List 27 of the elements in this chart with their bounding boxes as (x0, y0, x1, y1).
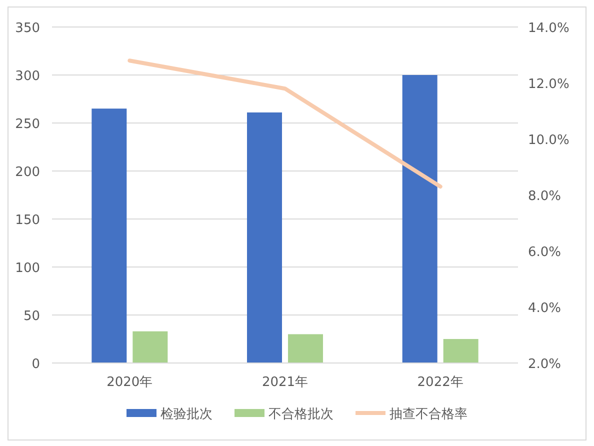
y-tick-label: 0 (32, 357, 40, 372)
y2-tick-label: 10.0% (528, 133, 570, 148)
y2-tick-label: 4.0% (528, 301, 562, 316)
legend-label: 检验批次 (160, 407, 212, 422)
y-tick-label: 100 (15, 261, 40, 276)
y2-tick-label: 14.0% (528, 21, 570, 36)
y-tick-label: 200 (15, 165, 40, 180)
y-tick-label: 350 (15, 21, 40, 36)
bar (288, 334, 323, 363)
y2-tick-label: 6.0% (528, 245, 562, 260)
legend-label: 抽查不合格率 (390, 406, 468, 422)
legend-label: 不合格批次 (268, 407, 334, 422)
bar (92, 108, 127, 363)
y-tick-label: 300 (15, 69, 40, 84)
y2-tick-label: 8.0% (528, 189, 562, 204)
bar (132, 331, 168, 363)
y2-tick-label: 2.0% (528, 357, 562, 372)
bar (443, 339, 478, 363)
x-tick-label: 2021年 (262, 375, 308, 390)
bar (247, 112, 282, 363)
x-tick-label: 2020年 (106, 375, 153, 390)
y-tick-label: 50 (23, 309, 40, 324)
y-tick-label: 150 (15, 213, 40, 228)
bar (402, 75, 438, 363)
y2-tick-label: 12.0% (528, 77, 570, 92)
x-tick-label: 2022年 (417, 375, 464, 390)
y-tick-label: 250 (15, 117, 40, 132)
